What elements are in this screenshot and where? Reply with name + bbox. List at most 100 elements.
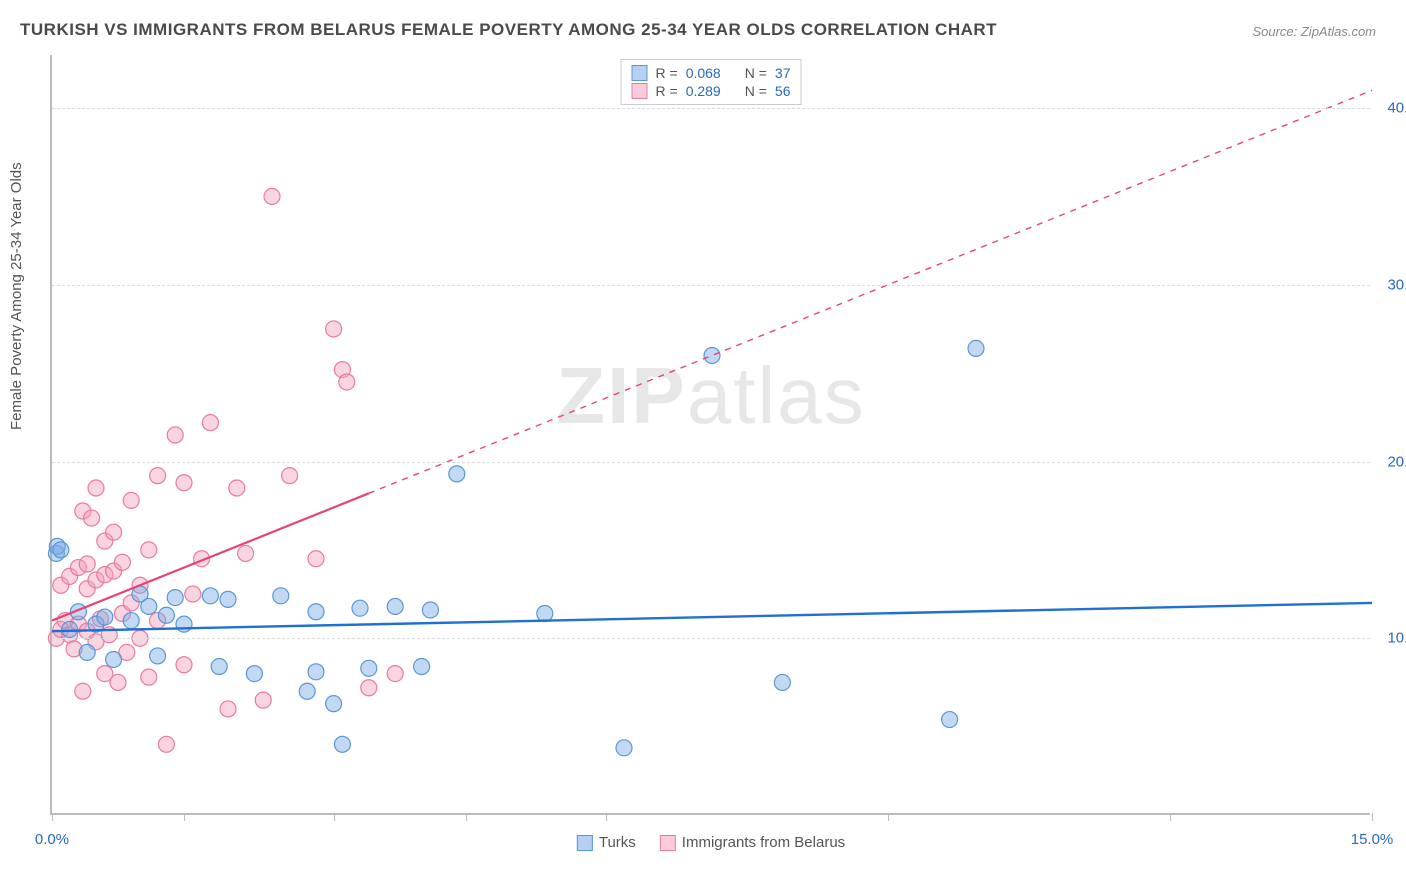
trend-line <box>52 603 1372 631</box>
gridline-h <box>52 108 1370 109</box>
data-point <box>246 666 262 682</box>
data-point <box>449 466 465 482</box>
swatch-turks <box>577 835 593 851</box>
data-point <box>229 480 245 496</box>
data-point <box>141 669 157 685</box>
data-point <box>114 554 130 570</box>
data-point <box>299 683 315 699</box>
r-label: R = <box>656 65 678 81</box>
data-point <box>110 674 126 690</box>
data-point <box>106 651 122 667</box>
n-value: 56 <box>775 83 791 99</box>
swatch-belarus <box>660 835 676 851</box>
data-point <box>326 321 342 337</box>
xtick <box>184 813 185 821</box>
data-point <box>334 736 350 752</box>
data-point <box>308 604 324 620</box>
data-point <box>211 659 227 675</box>
data-point <box>150 468 166 484</box>
xtick <box>52 813 53 821</box>
legend-label: Immigrants from Belarus <box>682 834 845 851</box>
data-point <box>75 683 91 699</box>
xtick-label: 0.0% <box>35 831 69 848</box>
data-point <box>264 188 280 204</box>
data-point <box>167 590 183 606</box>
data-point <box>176 616 192 632</box>
data-point <box>53 542 69 558</box>
data-point <box>220 591 236 607</box>
data-point <box>185 586 201 602</box>
data-point <box>202 415 218 431</box>
data-point <box>141 598 157 614</box>
legend-row-turks: R = 0.068 N = 37 <box>632 64 791 82</box>
data-point <box>339 374 355 390</box>
data-point <box>150 648 166 664</box>
data-point <box>616 740 632 756</box>
data-point <box>704 347 720 363</box>
data-point <box>255 692 271 708</box>
scatter-svg <box>52 55 1370 813</box>
n-label: N = <box>745 65 767 81</box>
data-point <box>308 664 324 680</box>
data-point <box>158 607 174 623</box>
xtick <box>466 813 467 821</box>
data-point <box>968 340 984 356</box>
legend-row-belarus: R = 0.289 N = 56 <box>632 82 791 100</box>
data-point <box>79 644 95 660</box>
data-point <box>176 657 192 673</box>
chart-plot-area: ZIPatlas R = 0.068 N = 37 R = 0.289 N = … <box>50 55 1370 815</box>
data-point <box>282 468 298 484</box>
ytick-label: 30.0% <box>1387 276 1406 293</box>
xtick <box>334 813 335 821</box>
data-point <box>123 613 139 629</box>
legend-item-turks: Turks <box>577 834 636 851</box>
r-value: 0.289 <box>686 83 721 99</box>
y-axis-label: Female Poverty Among 25-34 Year Olds <box>8 162 25 430</box>
ytick-label: 20.0% <box>1387 453 1406 470</box>
data-point <box>308 551 324 567</box>
data-point <box>273 588 289 604</box>
ytick-label: 40.0% <box>1387 100 1406 117</box>
data-point <box>202 588 218 604</box>
data-point <box>158 736 174 752</box>
data-point <box>176 475 192 491</box>
trend-line-dashed <box>369 90 1372 493</box>
legend-item-belarus: Immigrants from Belarus <box>660 834 845 851</box>
data-point <box>167 427 183 443</box>
r-label: R = <box>656 83 678 99</box>
data-point <box>123 492 139 508</box>
data-point <box>106 524 122 540</box>
data-point <box>942 712 958 728</box>
chart-title: TURKISH VS IMMIGRANTS FROM BELARUS FEMAL… <box>20 20 997 40</box>
data-point <box>361 660 377 676</box>
data-point <box>361 680 377 696</box>
data-point <box>79 556 95 572</box>
gridline-h <box>52 285 1370 286</box>
gridline-h <box>52 462 1370 463</box>
xtick <box>606 813 607 821</box>
n-label: N = <box>745 83 767 99</box>
legend-label: Turks <box>599 834 636 851</box>
xtick <box>1372 813 1373 821</box>
xtick-label: 15.0% <box>1351 831 1394 848</box>
data-point <box>387 598 403 614</box>
data-point <box>238 545 254 561</box>
swatch-turks <box>632 65 648 81</box>
ytick-label: 10.0% <box>1387 630 1406 647</box>
r-value: 0.068 <box>686 65 721 81</box>
swatch-belarus <box>632 83 648 99</box>
correlation-legend: R = 0.068 N = 37 R = 0.289 N = 56 <box>621 59 802 105</box>
data-point <box>84 510 100 526</box>
data-point <box>62 621 78 637</box>
series-legend: Turks Immigrants from Belarus <box>577 834 845 851</box>
data-point <box>352 600 368 616</box>
xtick <box>888 813 889 821</box>
data-point <box>97 609 113 625</box>
data-point <box>387 666 403 682</box>
data-point <box>88 480 104 496</box>
data-point <box>141 542 157 558</box>
data-point <box>414 659 430 675</box>
n-value: 37 <box>775 65 791 81</box>
data-point <box>326 696 342 712</box>
data-point <box>537 606 553 622</box>
